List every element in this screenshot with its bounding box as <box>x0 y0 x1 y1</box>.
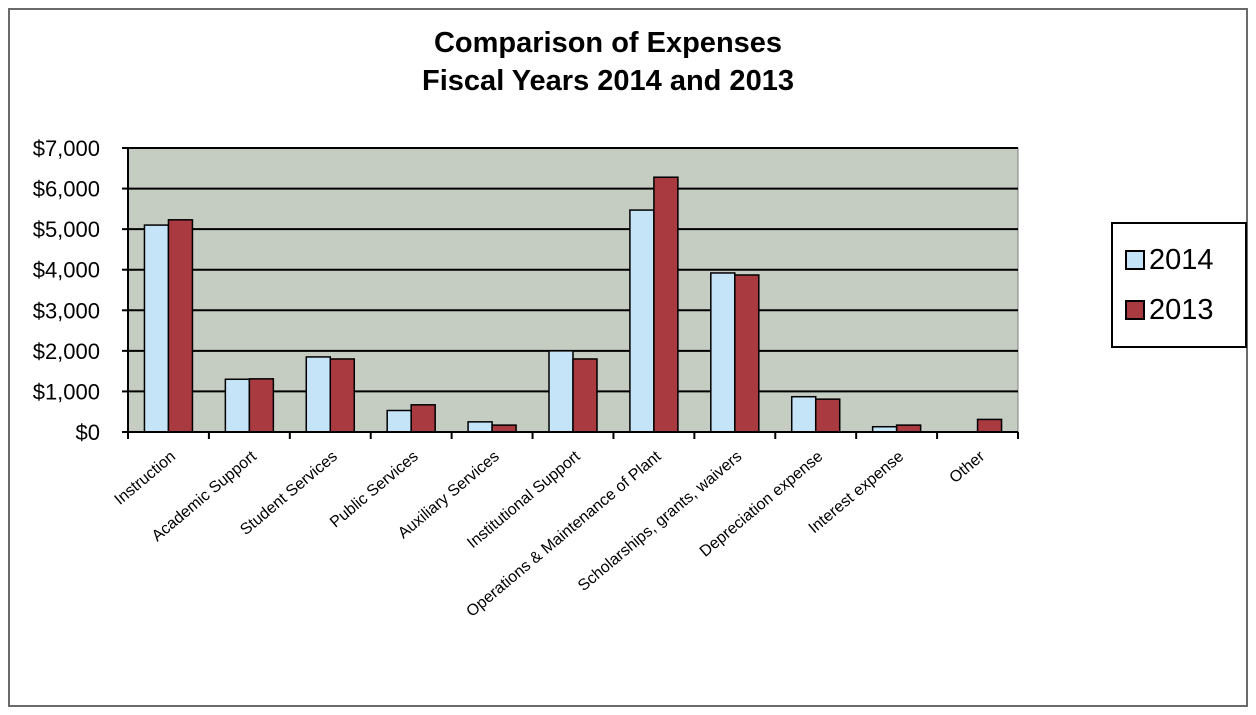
bar-2013 <box>814 398 841 433</box>
bar-2013 <box>734 274 760 433</box>
bar-2013 <box>895 424 922 433</box>
bar-2014 <box>710 272 736 433</box>
chart-title-line-1: Comparison of Expenses <box>433 27 783 59</box>
bar-2013 <box>653 176 679 433</box>
axes <box>122 147 1019 439</box>
bars <box>143 176 1003 433</box>
y-tick-label: $7,000 <box>33 136 100 161</box>
legend-swatch-2013 <box>1125 300 1145 320</box>
y-tick-label: $1,000 <box>33 379 100 404</box>
bar-2014 <box>629 209 655 433</box>
y-tick-labels: $0 $1,000 $2,000 $3,000 $4,000 $5,000 $6,000 $7… <box>33 136 100 445</box>
y-tick-label: $4,000 <box>33 258 100 283</box>
legend-label-2014: 2014 <box>1149 243 1214 276</box>
bar-2014 <box>467 421 493 433</box>
bar-2014 <box>305 356 332 433</box>
bar-2014 <box>143 224 170 433</box>
y-tick-label: $6,000 <box>33 177 100 202</box>
y-tick-label: $5,000 <box>33 217 100 242</box>
y-tick-label: $3,000 <box>33 298 100 323</box>
legend-item-2014: 2014 <box>1125 242 1214 278</box>
x-tick-label: Scholarships, grants, waivers <box>575 448 745 595</box>
bar-2014 <box>224 378 251 433</box>
x-tick-label: Other <box>947 448 989 487</box>
chart-title-line-2: Fiscal Years 2014 and 2013 <box>422 65 794 97</box>
y-tick-label: $0 <box>76 420 100 445</box>
bar-2013 <box>248 378 275 433</box>
legend-item-2013: 2013 <box>1125 292 1214 328</box>
bar-2014 <box>548 350 574 433</box>
bar-2013 <box>410 404 436 433</box>
legend: 2014 2013 <box>1111 222 1247 348</box>
x-tick-label: Instruction <box>112 448 179 508</box>
y-tick-label: $2,000 <box>33 339 100 364</box>
bar-2013 <box>976 418 1003 433</box>
bar-2013 <box>491 424 517 433</box>
legend-label-2013: 2013 <box>1149 293 1214 326</box>
chart-title: Comparison of Expenses Fiscal Years 2014… <box>0 24 1216 100</box>
bar-2013 <box>572 358 598 433</box>
bar-2014 <box>386 409 412 433</box>
bar-2014 <box>790 395 817 433</box>
bar-2013 <box>167 219 194 433</box>
legend-swatch-2014 <box>1125 250 1145 270</box>
bar-2013 <box>329 358 356 433</box>
